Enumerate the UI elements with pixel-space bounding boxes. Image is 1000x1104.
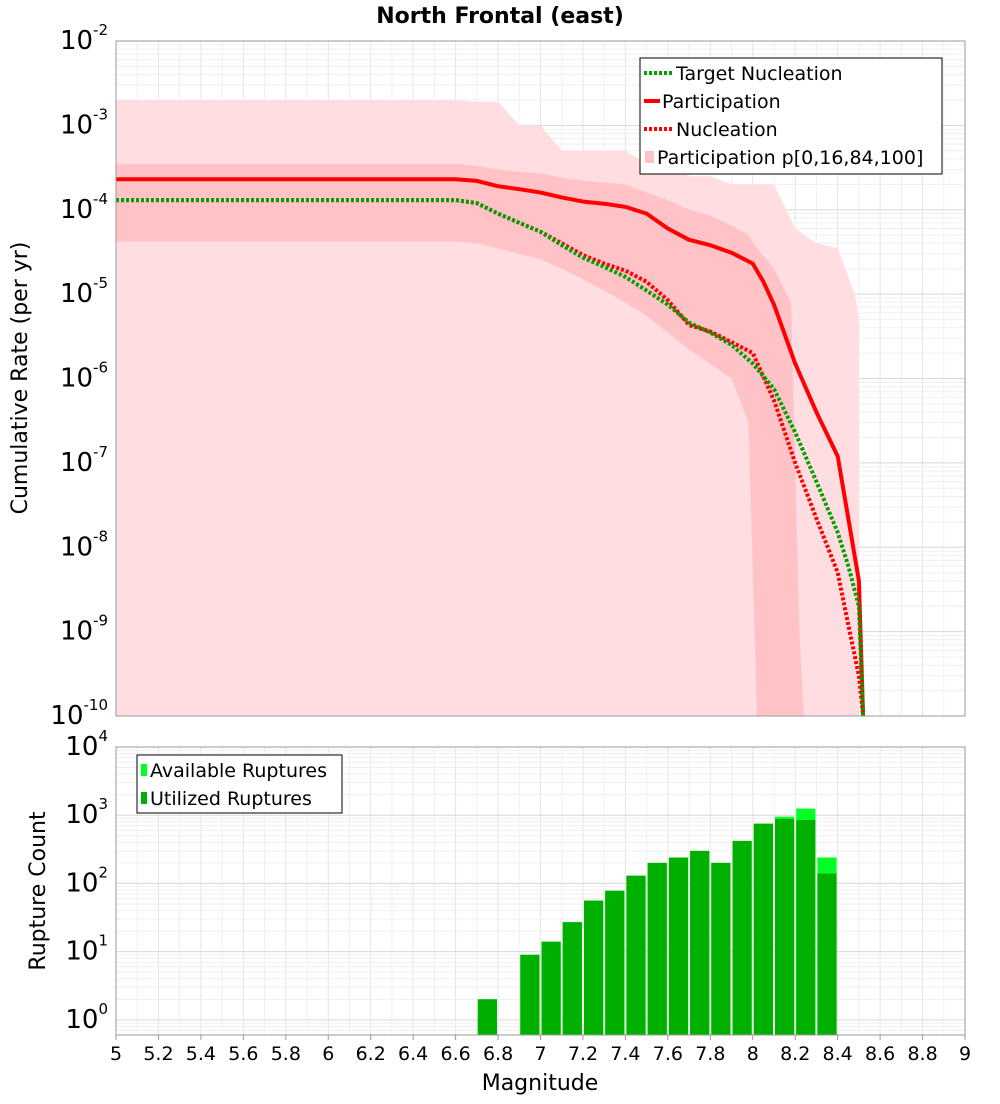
rate-y-tick-label: 10-10 (50, 696, 108, 731)
bar-utilized (626, 875, 646, 1035)
rate-lines (116, 177, 866, 717)
legend-swatch-participation-band (645, 151, 654, 163)
legend-label-utilized: Utilized Ruptures (150, 788, 312, 810)
x-tick-label: 7.2 (568, 1043, 598, 1065)
x-tick-label: 8.8 (907, 1043, 937, 1065)
bar-utilized (690, 850, 710, 1035)
rate-y-tick-label: 10-6 (60, 359, 108, 394)
x-tick-label: 5.8 (271, 1043, 301, 1065)
chart-title: North Frontal (east) (376, 4, 624, 29)
x-tick-label: 8.4 (823, 1043, 853, 1065)
legend-swatch-utilized (141, 792, 147, 804)
bar-utilized (477, 999, 497, 1035)
rate-y-axis-label: Cumulative Rate (per yr) (8, 242, 33, 515)
rate-y-tick-label: 10-3 (60, 105, 108, 140)
rate-y-tick-label: 10-4 (60, 190, 108, 225)
bar-utilized (817, 873, 837, 1035)
legend-label-target-nucleation: Target Nucleation (675, 63, 843, 85)
legend-label-nucleation: Nucleation (676, 119, 778, 141)
bar-utilized (541, 941, 561, 1035)
legend-label-available: Available Ruptures (150, 760, 327, 782)
count-y-axis-label: Rupture Count (26, 811, 51, 971)
x-axis-ticks: 5 5.2 5.4 5.6 5.8 6 6.2 6.4 6.6 6.8 7 7.2 7.4 7.6 7.8 8… (110, 1035, 971, 1065)
x-tick-label: 6.2 (356, 1043, 386, 1065)
count-y-ticks: 100 101 102 103 104 (65, 727, 108, 1035)
x-tick-label: 9 (959, 1043, 971, 1065)
x-tick-label: 7.4 (610, 1043, 640, 1065)
bar-utilized (584, 900, 604, 1035)
series-target-nucleation (116, 198, 866, 717)
x-tick-label: 6 (322, 1043, 334, 1065)
count-y-tick-label: 102 (65, 863, 108, 898)
count-y-tick-label: 104 (65, 727, 108, 762)
bar-utilized (562, 922, 582, 1035)
bar-utilized (775, 819, 795, 1035)
x-axis-label: Magnitude (482, 1071, 599, 1096)
count-y-tick-label: 100 (65, 1000, 108, 1035)
bar-utilized (605, 890, 625, 1035)
series-participation (116, 177, 866, 717)
rate-bands (116, 100, 859, 717)
x-tick-label: 5.4 (186, 1043, 216, 1065)
bar-utilized (711, 862, 731, 1035)
rate-y-ticks: 10-10 10-9 10-8 10-7 10-6 10-5 10-4 10-3 10-2 (50, 21, 108, 731)
rate-plot-frame (115, 40, 966, 717)
bar-utilized (753, 823, 773, 1035)
bar-utilized (668, 857, 689, 1035)
x-tick-label: 7.8 (695, 1043, 725, 1065)
x-tick-label: 7.6 (653, 1043, 683, 1065)
bar-utilized (796, 820, 816, 1035)
bar-utilized (647, 862, 667, 1035)
x-tick-label: 6.4 (398, 1043, 428, 1065)
x-tick-label: 8 (747, 1043, 759, 1065)
legend-swatch-available (141, 764, 147, 776)
x-tick-label: 5.6 (228, 1043, 258, 1065)
bar-utilized (520, 954, 540, 1035)
legend-label-participation: Participation (662, 91, 781, 113)
x-tick-label: 7 (534, 1043, 546, 1065)
count-panel: 100 101 102 103 104 Rupture Count Available … (26, 727, 966, 1036)
rate-panel: 10-10 10-9 10-8 10-7 10-6 10-5 10-4 10-3 10-2 Cu… (8, 21, 966, 731)
count-legend-box (136, 754, 343, 814)
bar-utilized (732, 840, 752, 1035)
band-p16-84 (116, 163, 804, 717)
x-tick-label: 5 (110, 1043, 122, 1065)
count-y-tick-label: 101 (65, 932, 108, 967)
legend-label-participation-band: Participation p[0,16,84,100] (657, 147, 923, 169)
x-tick-label: 6.8 (483, 1043, 513, 1065)
x-tick-label: 5.2 (143, 1043, 173, 1065)
count-legend: Available Ruptures Utilized Ruptures (136, 754, 343, 814)
rate-legend: Target Nucleation Participation Nucleati… (639, 57, 943, 175)
rate-y-tick-label: 10-9 (60, 612, 108, 647)
rate-y-tick-label: 10-5 (60, 274, 108, 309)
x-tick-label: 8.6 (865, 1043, 895, 1065)
x-tick-label: 6.6 (440, 1043, 470, 1065)
count-y-tick-label: 103 (65, 795, 108, 830)
rate-y-tick-label: 10-7 (60, 443, 108, 478)
rate-legend-box (639, 57, 943, 175)
x-tick-label: 8.2 (780, 1043, 810, 1065)
count-bars (477, 808, 837, 1035)
rate-y-tick-label: 10-2 (60, 21, 108, 56)
rate-y-tick-label: 10-8 (60, 527, 108, 562)
